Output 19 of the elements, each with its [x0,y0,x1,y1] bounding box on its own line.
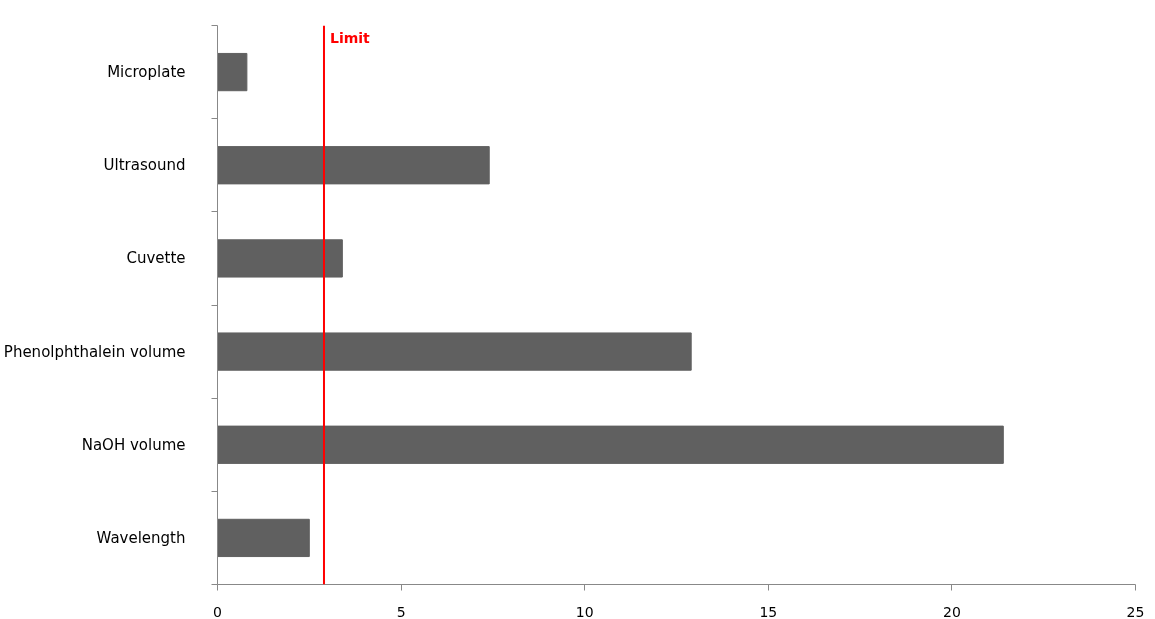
y-tick-label: Wavelength [96,528,186,547]
y-tick-label: Ultrasound [103,156,186,175]
y-tick-label: Phenolphthalein volume [3,342,186,361]
bar [217,146,490,185]
ref-line-label: Limit [329,29,371,46]
bar [217,239,343,278]
x-tick-label: 25 [1126,603,1145,619]
x-tick-label: 20 [942,603,961,619]
x-tick-label: 5 [396,603,406,619]
bar [217,425,1004,464]
x-tick-label: 10 [575,603,594,619]
bar [217,332,692,371]
y-tick-label: Cuvette [126,249,186,268]
x-tick-label: 15 [759,603,778,619]
y-tick-label: Microplate [107,63,186,82]
bar [217,52,248,92]
x-tick-label: 0 [213,603,222,619]
y-tick-label: NaOH volume [81,435,186,454]
bar [217,518,310,558]
